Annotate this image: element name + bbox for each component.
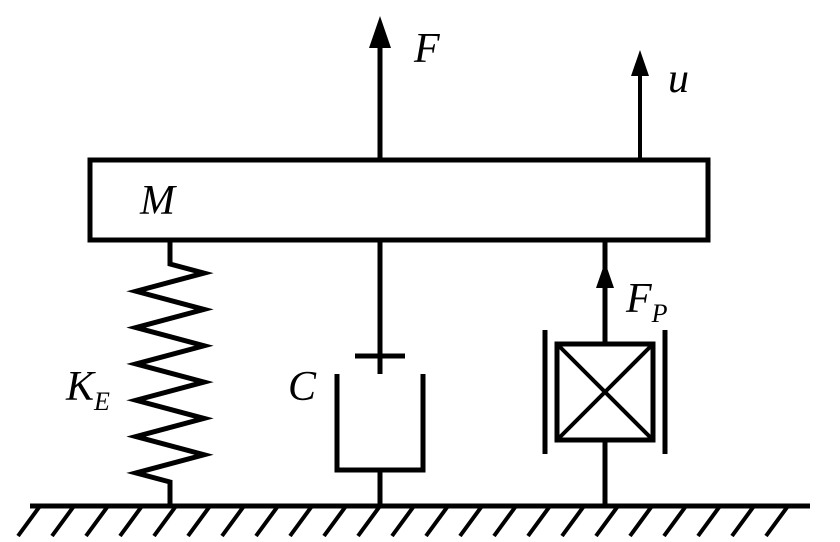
spring bbox=[136, 240, 204, 506]
spring-label: KE bbox=[65, 364, 110, 416]
mass-label: M bbox=[139, 178, 177, 224]
displacement-label: u bbox=[668, 56, 689, 102]
damper-label: C bbox=[288, 364, 317, 410]
mass-block bbox=[90, 160, 708, 240]
ground bbox=[18, 506, 810, 536]
damper bbox=[337, 240, 423, 506]
actuator-force-label: FP bbox=[625, 276, 668, 328]
force-label: F bbox=[413, 26, 440, 72]
